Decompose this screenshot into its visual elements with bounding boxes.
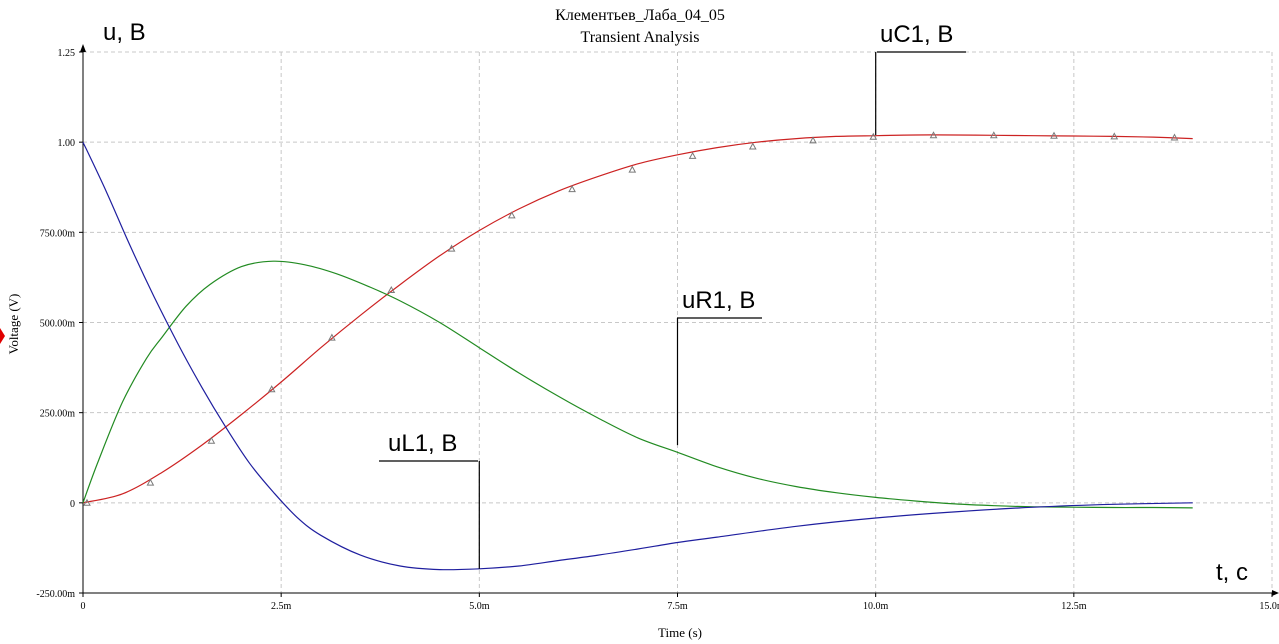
series-marker-uc1	[748, 142, 757, 150]
chart-title: Клементьев_Лаба_04_05	[555, 7, 725, 24]
y-tick-label: -250.00m	[36, 589, 75, 600]
y-tick-label: 1.25	[58, 48, 76, 59]
series-marker-uc1	[628, 165, 637, 173]
series-marker-uc1	[1050, 131, 1058, 139]
series-marker-uc1	[869, 132, 878, 140]
x-tick-label: 7.5m	[667, 601, 688, 612]
series-marker-uc1	[387, 285, 396, 293]
series-marker-uc1	[267, 385, 276, 393]
axes	[79, 44, 1279, 597]
callouts: uC1, B uR1, B uL1, B	[379, 21, 966, 569]
callout-line-uc1	[875, 51, 966, 135]
y-tick-label: 250.00m	[40, 409, 76, 420]
series-marker-uc1	[989, 131, 998, 139]
series-marker-uc1	[328, 333, 336, 341]
y-axis-name-label: u, B	[103, 19, 146, 46]
y-axis-arrow-icon	[80, 44, 86, 52]
y-tick-label: 0	[70, 499, 75, 510]
series-marker-uc1	[507, 211, 516, 219]
series-label-ul1: uL1, B	[388, 430, 457, 457]
y-tick-label: 1.00	[58, 138, 76, 149]
x-axis-name-label: t, c	[1216, 559, 1248, 586]
series-line-ul1	[82, 141, 1193, 571]
x-tick-label: 15.0m	[1259, 601, 1279, 612]
series-label-uc1: uC1, B	[880, 21, 953, 48]
grid	[83, 51, 1273, 593]
series-line-ur1	[82, 260, 1193, 509]
series-marker-uc1	[146, 478, 155, 486]
x-tick-label: 5.0m	[469, 601, 490, 612]
series-marker-uc1	[688, 151, 697, 159]
callout-line-ul1	[379, 460, 480, 569]
y-tick-label: 500.00m	[40, 319, 76, 330]
y-axis-title: Voltage (V)	[6, 294, 21, 355]
series-marker-uc1	[809, 136, 817, 144]
series-line-uc1	[82, 134, 1193, 504]
series-marker-uc1	[447, 244, 456, 252]
series-marker-uc1	[1110, 132, 1119, 140]
series-marker-uc1	[1170, 133, 1179, 141]
tick-labels: 0 2.5m 5.0m 7.5m 10.0m 12.5m 15.0m -250.00m 0 250…	[36, 48, 1279, 612]
chart-subtitle: Transient Analysis	[581, 29, 700, 46]
series-label-ur1: uR1, B	[682, 287, 755, 314]
y-axis-marker-icon	[0, 328, 5, 344]
series-marker-uc1	[568, 185, 576, 193]
callout-line-ur1	[676, 317, 762, 446]
series-marker-uc1	[929, 131, 938, 139]
x-tick-label: 10.0m	[863, 601, 889, 612]
x-axis-title: Time (s)	[658, 625, 702, 640]
series-group	[82, 131, 1193, 571]
x-tick-label: 2.5m	[271, 601, 292, 612]
x-axis-arrow-icon	[1272, 590, 1279, 596]
x-tick-label: 12.5m	[1061, 601, 1087, 612]
x-tick-label: 0	[81, 601, 86, 612]
series-marker-uc1	[207, 436, 216, 444]
series-marker-uc1	[83, 498, 91, 506]
y-tick-label: 750.00m	[40, 228, 76, 239]
